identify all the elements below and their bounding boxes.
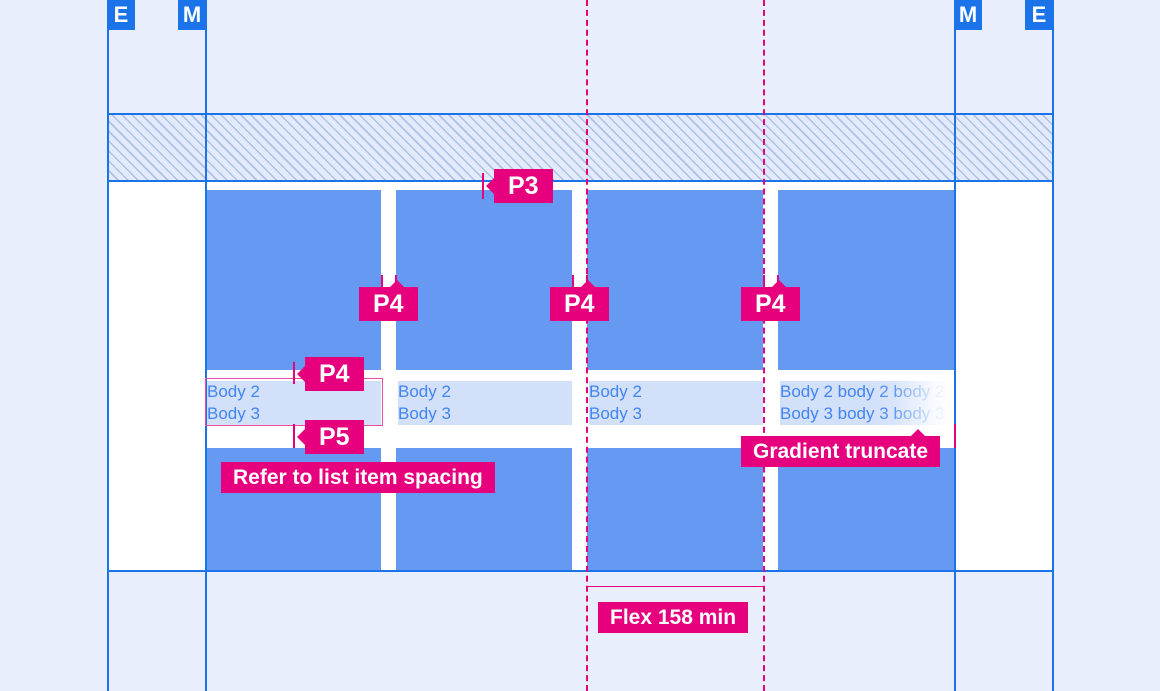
body2-label: Body 2	[398, 381, 572, 403]
guide-dashed-left	[586, 0, 588, 691]
grid-line-margin-left	[205, 0, 207, 691]
text-block-3: Body 2 Body 3	[589, 381, 763, 425]
card-top-2[interactable]	[396, 190, 572, 370]
body2-label: Body 2 body 2 body 2 body 2	[780, 381, 954, 403]
text-block-4: Body 2 body 2 body 2 body 2 Body 3 body …	[780, 381, 954, 425]
text-block-2: Body 2 Body 3	[398, 381, 572, 425]
chip-p4-text[interactable]: P4	[297, 357, 364, 391]
tick-p4-gap-2a	[572, 275, 574, 289]
body3-label: Body 3	[207, 403, 381, 425]
card-bottom-3[interactable]	[587, 448, 763, 570]
tick-p4-text	[293, 362, 295, 384]
tick-p3	[482, 173, 484, 199]
chip-p3[interactable]: P3	[486, 169, 553, 203]
body3-label: Body 3	[398, 403, 572, 425]
hatched-spacing-band	[107, 113, 1053, 182]
chip-p4-gap-2[interactable]: P4	[550, 280, 609, 321]
tick-p5	[293, 424, 295, 448]
card-top-3[interactable]	[587, 190, 763, 370]
chip-flex-min[interactable]: Flex 158 min	[598, 602, 749, 633]
chip-p4-gap-3[interactable]: P4	[741, 280, 800, 321]
edge-badge-right-e: E	[1025, 0, 1053, 30]
body2-label: Body 2	[589, 381, 763, 403]
card-top-4[interactable]	[778, 190, 954, 370]
guide-dashed-right	[763, 0, 765, 691]
chip-gradient-truncate[interactable]: Gradient truncate	[741, 429, 941, 467]
tick-p4-gap-3a	[763, 275, 765, 289]
grid-line-content-bottom	[107, 570, 1053, 572]
chip-list-item-spacing[interactable]: Refer to list item spacing	[221, 462, 495, 493]
flex-min-bracket	[587, 586, 763, 587]
grid-line-edge-left	[107, 0, 109, 691]
edge-badge-right-m: M	[954, 0, 982, 30]
edge-badge-left-e: E	[107, 0, 135, 30]
chip-p4-gap-1[interactable]: P4	[359, 280, 418, 321]
body3-label: Body 3	[589, 403, 763, 425]
edge-badge-left-m: M	[178, 0, 206, 30]
chip-p5[interactable]: P5	[297, 420, 364, 454]
grid-line-margin-right	[954, 0, 956, 691]
card-bottom-4[interactable]	[778, 448, 954, 570]
tick-p4-gap-1a	[381, 275, 383, 289]
tick-gradient-truncate	[954, 424, 956, 448]
grid-line-edge-right	[1052, 0, 1054, 691]
card-top-1[interactable]	[205, 190, 381, 370]
body3-label: Body 3 body 3 body 3 body 3	[780, 403, 954, 425]
